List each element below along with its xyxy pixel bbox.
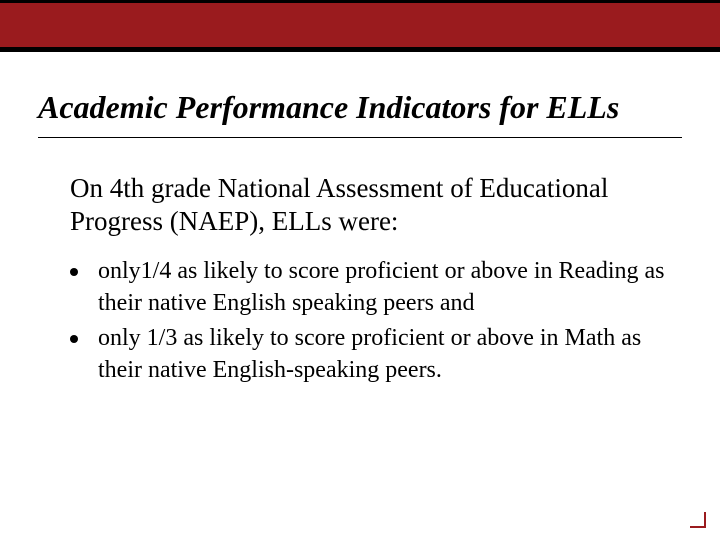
title-underline — [38, 137, 682, 138]
list-item: only1/4 as likely to score proficient or… — [70, 256, 665, 319]
header-band — [0, 0, 720, 52]
bullet-text: only1/4 as likely to score proficient or… — [98, 256, 665, 319]
slide-title: Academic Performance Indicators for ELLs — [38, 90, 682, 125]
list-item: only 1/3 as likely to score proficient o… — [70, 323, 665, 386]
corner-accent-icon — [690, 512, 706, 528]
bullet-text: only 1/3 as likely to score proficient o… — [98, 323, 665, 386]
bullet-icon — [70, 335, 78, 343]
intro-text: On 4th grade National Assessment of Educ… — [70, 172, 660, 238]
bullet-icon — [70, 268, 78, 276]
title-block: Academic Performance Indicators for ELLs — [38, 90, 682, 138]
bullet-list: only1/4 as likely to score proficient or… — [70, 256, 665, 391]
